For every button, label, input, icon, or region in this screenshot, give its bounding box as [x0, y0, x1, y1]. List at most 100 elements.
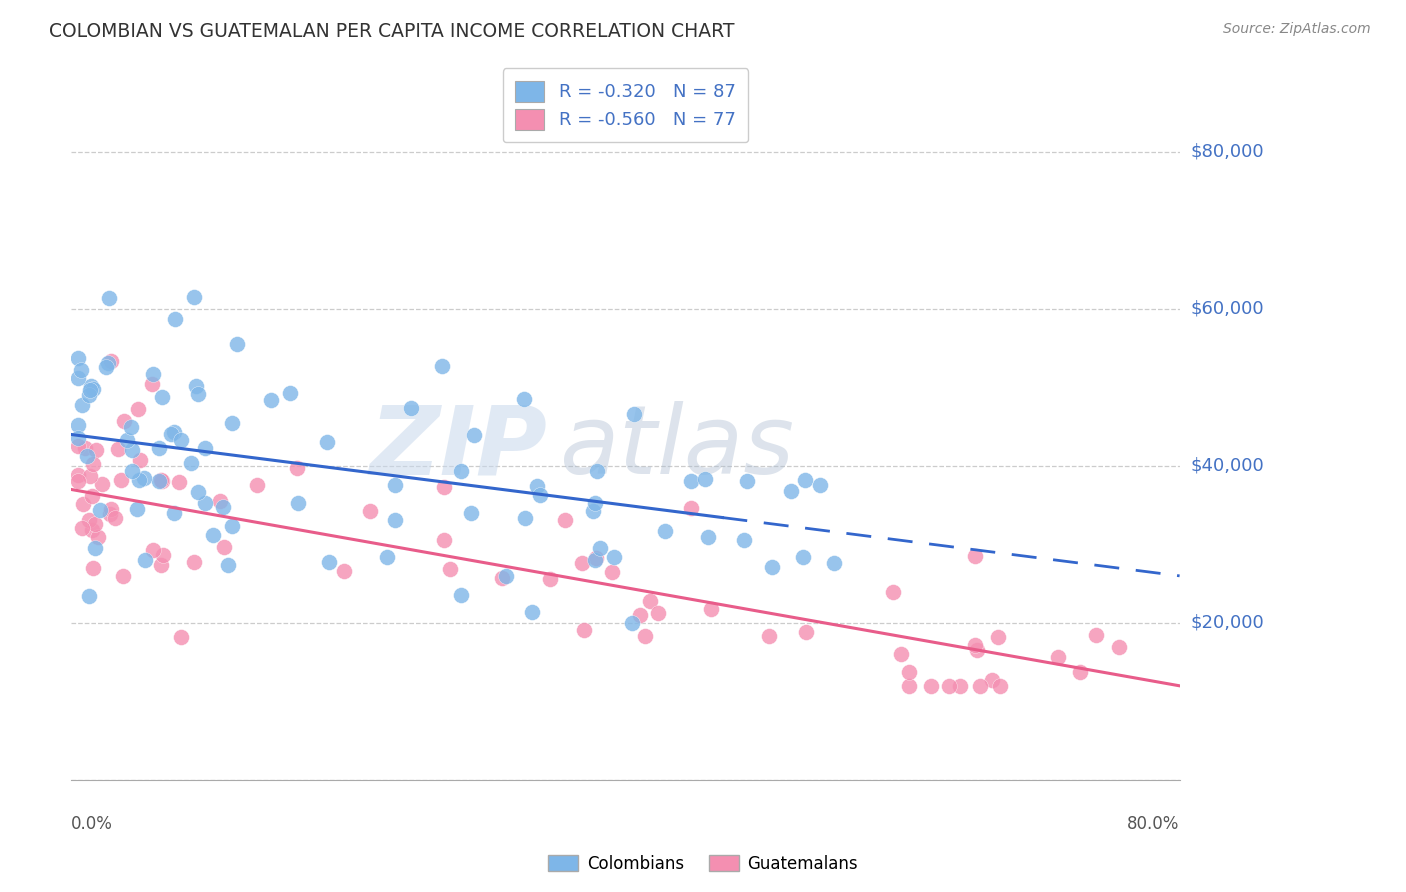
Point [780, 484, 803, 499]
Point [217, 558, 239, 573]
Point [491, 571, 513, 585]
Point [538, 572, 561, 586]
Point [333, 564, 356, 578]
Point [384, 513, 406, 527]
Point [84, 442, 107, 457]
Point [585, 551, 607, 566]
Point [315, 435, 337, 450]
Point [758, 630, 780, 644]
Point [194, 496, 217, 510]
Point [80, 379, 103, 393]
Point [981, 673, 1004, 688]
Point [70, 398, 93, 412]
Point [603, 550, 626, 565]
Point [148, 442, 170, 456]
Point [170, 630, 193, 644]
Point [187, 387, 209, 401]
Point [212, 500, 235, 514]
Text: 0.0%: 0.0% [72, 815, 112, 833]
Point [526, 479, 548, 493]
Point [735, 475, 758, 489]
Point [77, 513, 100, 527]
Point [792, 550, 814, 565]
Point [439, 562, 461, 576]
Point [67, 468, 90, 483]
Point [638, 594, 661, 608]
Point [965, 638, 987, 652]
Point [620, 615, 643, 630]
Point [141, 376, 163, 391]
Point [82, 489, 104, 503]
Point [163, 425, 186, 439]
Point [495, 569, 517, 583]
Point [586, 464, 609, 478]
Point [150, 474, 173, 488]
Point [202, 528, 225, 542]
Point [460, 506, 482, 520]
Point [808, 478, 831, 492]
Point [98, 507, 121, 521]
Point [160, 426, 183, 441]
Point [142, 543, 165, 558]
Point [82, 523, 104, 537]
Point [117, 433, 139, 447]
Point [897, 665, 920, 679]
Point [180, 457, 202, 471]
Point [890, 647, 912, 661]
Point [89, 503, 111, 517]
Point [100, 502, 122, 516]
Text: $40,000: $40,000 [1191, 457, 1264, 475]
Point [654, 524, 676, 539]
Point [679, 501, 702, 516]
Point [163, 311, 186, 326]
Point [246, 478, 269, 492]
Point [72, 497, 94, 511]
Point [82, 382, 104, 396]
Point [67, 370, 90, 384]
Point [110, 473, 132, 487]
Point [152, 549, 174, 563]
Point [183, 290, 205, 304]
Point [67, 417, 90, 432]
Point [121, 443, 143, 458]
Point [700, 602, 723, 616]
Point [127, 401, 149, 416]
Point [583, 552, 606, 566]
Point [1047, 650, 1070, 665]
Point [194, 441, 217, 455]
Point [966, 642, 988, 657]
Point [132, 471, 155, 485]
Point [1084, 628, 1107, 642]
Point [120, 419, 142, 434]
Point [129, 453, 152, 467]
Point [94, 360, 117, 375]
Point [761, 559, 783, 574]
Point [86, 530, 108, 544]
Point [529, 488, 551, 502]
Point [142, 367, 165, 381]
Point [170, 433, 193, 447]
Point [100, 354, 122, 368]
Point [589, 541, 612, 555]
Point [513, 511, 536, 525]
Point [183, 555, 205, 569]
Point [112, 414, 135, 428]
Point [128, 474, 150, 488]
Point [733, 533, 755, 547]
Point [285, 460, 308, 475]
Text: atlas: atlas [560, 401, 794, 494]
Point [208, 494, 231, 508]
Point [67, 351, 90, 365]
Point [987, 630, 1010, 644]
Legend: R = -0.320   N = 87, R = -0.560   N = 77: R = -0.320 N = 87, R = -0.560 N = 77 [503, 68, 748, 143]
Point [696, 530, 718, 544]
Point [681, 474, 703, 488]
Point [84, 516, 107, 531]
Point [79, 388, 101, 402]
Point [969, 679, 991, 693]
Point [76, 449, 98, 463]
Text: 80.0%: 80.0% [1128, 815, 1180, 833]
Point [73, 441, 96, 455]
Point [79, 383, 101, 397]
Point [1069, 665, 1091, 679]
